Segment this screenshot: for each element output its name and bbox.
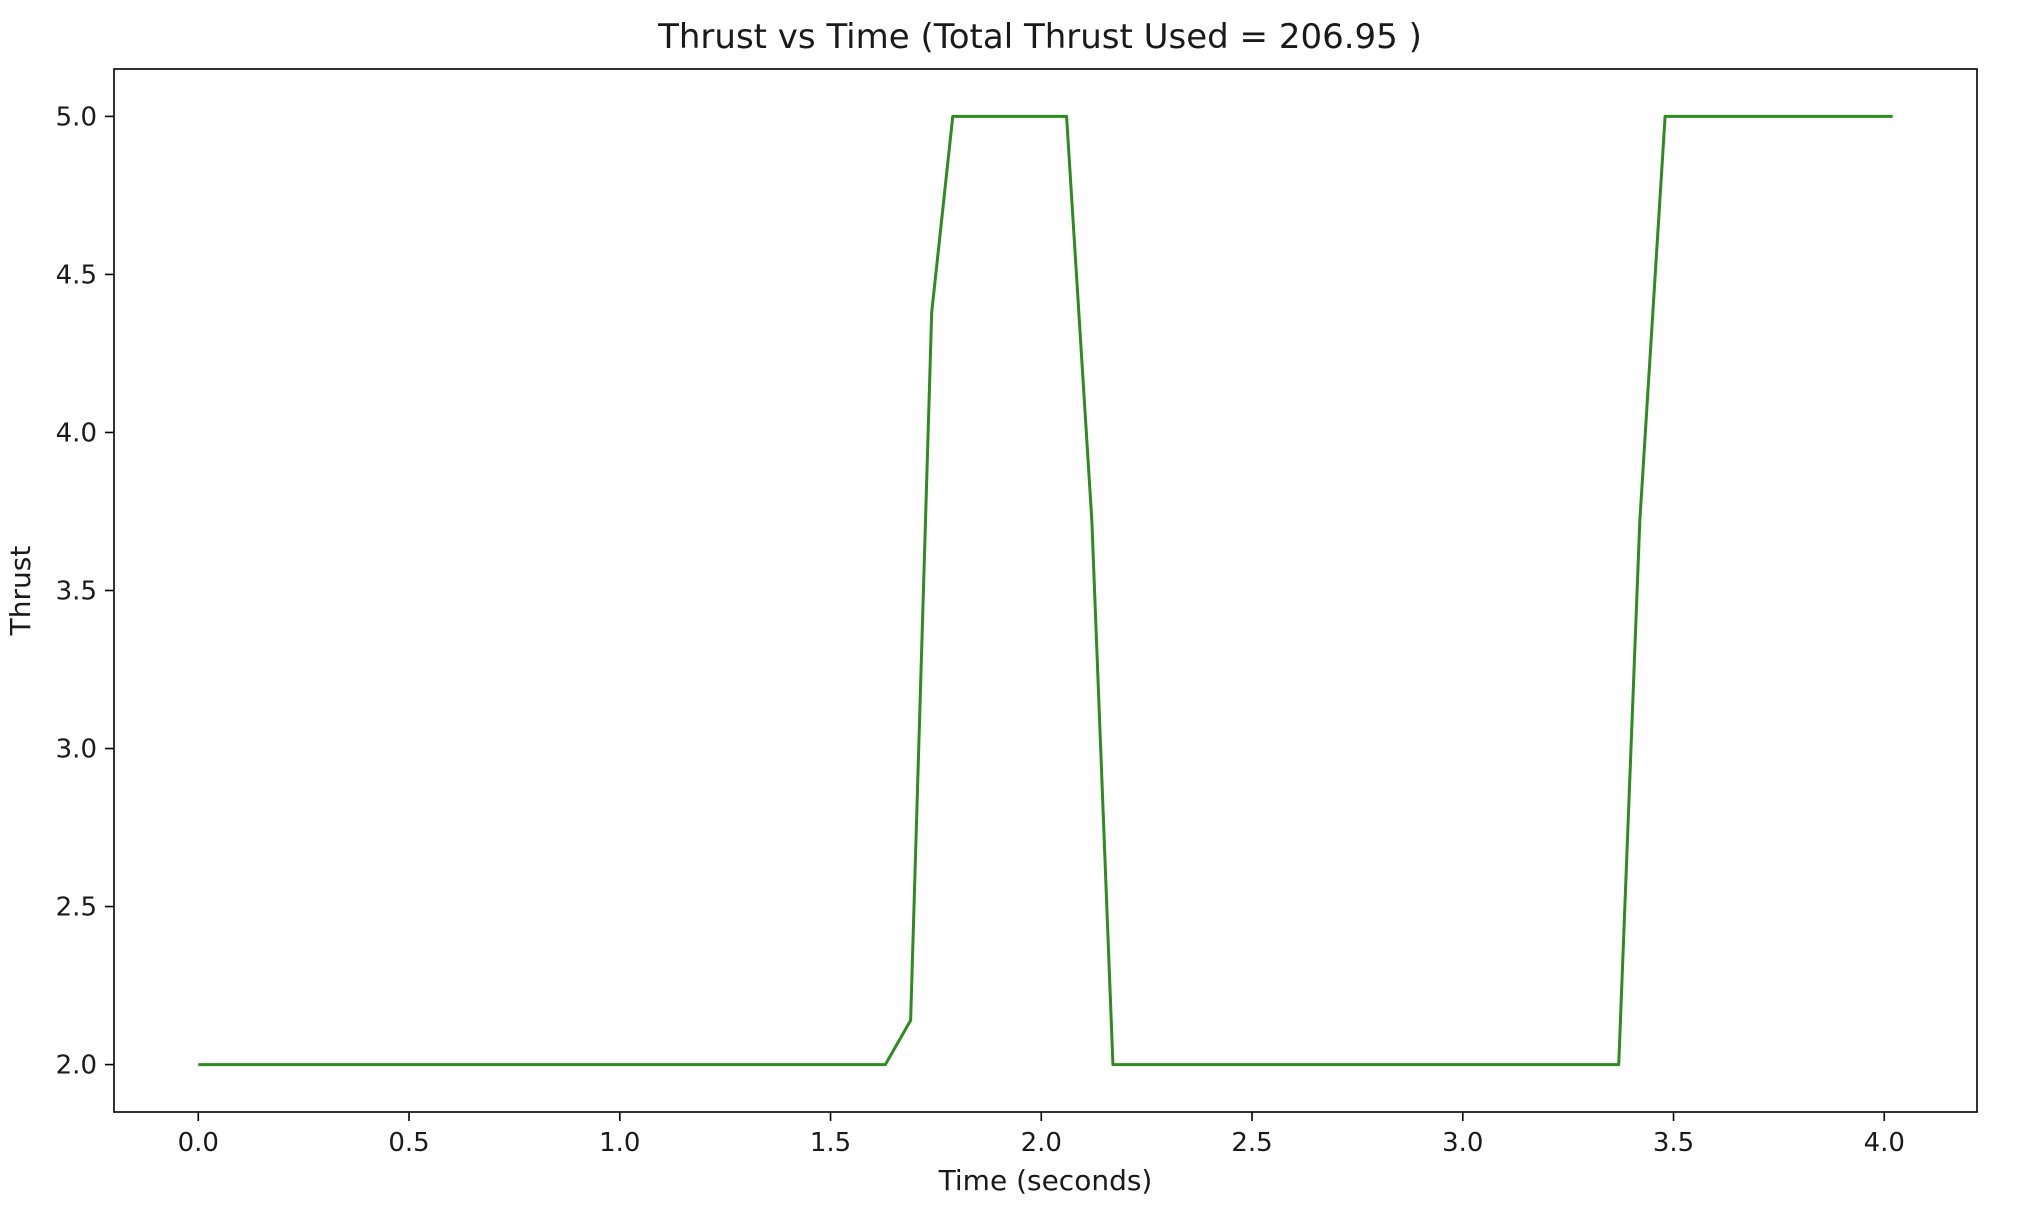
series-layer	[198, 114, 1893, 1067]
chart-title: Thrust vs Time (Total Thrust Used = 206.…	[657, 17, 1422, 57]
x-axis: 0.0 0.5 1.0 1.5 2.0 2.5 3.0 3.5 4.0	[178, 1112, 1905, 1158]
y-tick-label: 2.0	[56, 1051, 97, 1081]
x-tick-label: 1.5	[810, 1128, 851, 1158]
y-tick-label: 4.5	[56, 260, 97, 290]
y-axis: 2.0 2.5 3.0 3.5 4.0 4.5 5.0	[56, 102, 114, 1081]
x-tick-label: 1.0	[599, 1128, 640, 1158]
y-axis-label: Thrust	[4, 546, 37, 637]
x-tick-label: 0.0	[178, 1128, 219, 1158]
plot-area	[113, 68, 1978, 1113]
y-tick-label: 3.5	[56, 577, 97, 607]
y-tick-label: 5.0	[56, 102, 97, 132]
x-tick-label: 3.0	[1442, 1128, 1483, 1158]
y-tick-label: 4.0	[56, 418, 97, 448]
x-tick-label: 0.5	[388, 1128, 429, 1158]
y-tick-label: 3.0	[56, 735, 97, 765]
y-tick-label: 2.5	[56, 893, 97, 923]
x-tick-label: 2.0	[1021, 1128, 1062, 1158]
series-line-0	[198, 114, 1893, 1067]
x-tick-label: 2.5	[1231, 1128, 1272, 1158]
x-axis-label: Time (seconds)	[938, 1164, 1153, 1197]
x-tick-label: 3.5	[1653, 1128, 1694, 1158]
x-tick-label: 4.0	[1864, 1128, 1905, 1158]
